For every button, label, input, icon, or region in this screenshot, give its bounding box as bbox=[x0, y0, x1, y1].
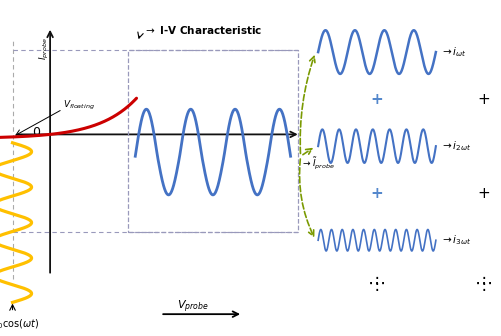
Text: $\rightarrow i_{2\omega t}$: $\rightarrow i_{2\omega t}$ bbox=[440, 139, 471, 153]
Text: +: + bbox=[477, 92, 490, 107]
Text: $V_{floating}$: $V_{floating}$ bbox=[63, 99, 95, 112]
Text: $0$: $0$ bbox=[32, 126, 41, 139]
Text: +: + bbox=[477, 186, 490, 201]
Text: ⋯: ⋯ bbox=[474, 275, 492, 293]
Text: ⋯: ⋯ bbox=[368, 275, 386, 293]
Text: $\rightarrow$ I-V Characteristic: $\rightarrow$ I-V Characteristic bbox=[143, 24, 262, 36]
Text: $V_{probe}$: $V_{probe}$ bbox=[177, 299, 209, 315]
Text: +: + bbox=[371, 92, 383, 107]
Text: $\rightarrow i_{3\omega t}$: $\rightarrow i_{3\omega t}$ bbox=[440, 233, 471, 247]
Text: $V_0\cos(\omega t)$: $V_0\cos(\omega t)$ bbox=[0, 318, 39, 331]
Text: +: + bbox=[371, 186, 383, 201]
Text: $I_{probe}$: $I_{probe}$ bbox=[38, 37, 51, 60]
Text: $\rightarrow i_{\omega t}$: $\rightarrow i_{\omega t}$ bbox=[440, 45, 466, 59]
Text: $\rightarrow\tilde{I}_{probe}$: $\rightarrow\tilde{I}_{probe}$ bbox=[301, 155, 335, 171]
Text: ⋮: ⋮ bbox=[369, 275, 385, 293]
Text: ⋮: ⋮ bbox=[475, 275, 492, 293]
